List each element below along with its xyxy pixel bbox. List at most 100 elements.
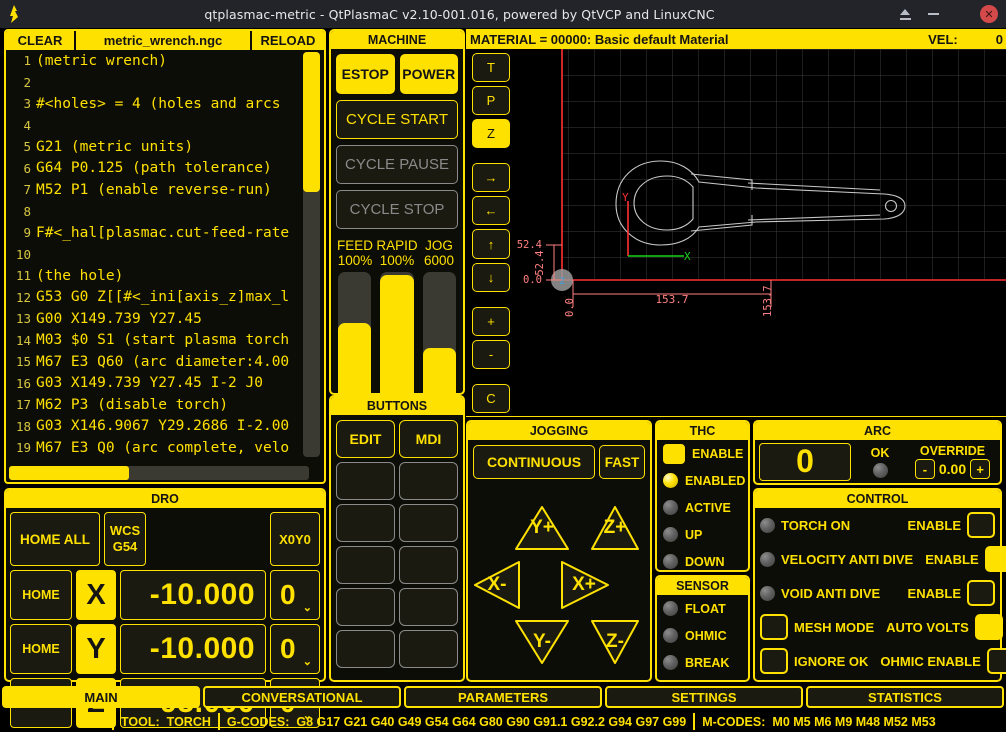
- arc-override-plus-button[interactable]: +: [970, 459, 991, 479]
- arc-override-group: OVERRIDE - 0.00 +: [909, 444, 996, 479]
- control-checkbox-ohmic-enable[interactable]: [986, 648, 1006, 674]
- control-checkbox-mesh-mode[interactable]: [760, 614, 788, 640]
- preview-tool-P[interactable]: P: [472, 86, 510, 116]
- control-checkbox-void-anti-dive[interactable]: [967, 580, 995, 606]
- control-label: VOID ANTI DIVE: [781, 585, 881, 601]
- vel-label: VEL:: [928, 31, 958, 47]
- jog-speed-button[interactable]: FAST: [599, 445, 645, 479]
- tab-parameters[interactable]: PARAMETERS: [404, 686, 602, 708]
- user-button-12[interactable]: [399, 630, 458, 668]
- user-button-6[interactable]: [399, 504, 458, 542]
- preview-tool-Z[interactable]: Z: [472, 119, 510, 149]
- user-button-11[interactable]: [336, 630, 395, 668]
- user-button-1[interactable]: EDIT: [336, 420, 395, 458]
- control-checkbox-auto-volts[interactable]: [974, 614, 1003, 640]
- control-led-void-anti-dive: [760, 585, 775, 601]
- home-axis-button[interactable]: HOME: [10, 624, 72, 674]
- user-button-3[interactable]: [336, 462, 395, 500]
- gcode-line-text: M03 $0 S1 (start plasma torch: [36, 332, 290, 349]
- control-pair-row: MESH MODE AUTO VOLTS: [755, 610, 1003, 644]
- dro-value-x[interactable]: -10.000: [120, 570, 266, 620]
- control-checkbox-torch-on[interactable]: [967, 512, 995, 538]
- jog-y-plus-button[interactable]: Y+: [512, 502, 572, 554]
- gcode-line-text: (the hole): [36, 267, 124, 284]
- control-action-label: ENABLE: [907, 517, 961, 533]
- user-button-8[interactable]: [399, 546, 458, 584]
- tab-statistics[interactable]: STATISTICS: [806, 686, 1004, 708]
- preview-tool-x[interactable]: ↓: [472, 262, 510, 292]
- dimension-y-max: 52.4: [517, 239, 542, 251]
- preview-canvas[interactable]: Z Y X 52.4 0.0 52.4 153.7 0.0 153.7: [516, 49, 1006, 417]
- home-all-button[interactable]: HOME ALL: [10, 512, 100, 566]
- override-label-jog: JOG 6000: [418, 238, 460, 268]
- preview-tool-x[interactable]: +: [472, 306, 510, 336]
- close-icon[interactable]: ✕: [980, 5, 998, 23]
- thc-enable-checkbox[interactable]: [663, 443, 685, 464]
- preview-tool-x[interactable]: ←: [472, 196, 510, 226]
- gcode-horizontal-scrollbar[interactable]: [9, 466, 309, 480]
- zero-xy-button[interactable]: X0Y0: [270, 512, 320, 566]
- user-button-9[interactable]: [336, 588, 395, 626]
- tab-main[interactable]: MAIN: [2, 686, 200, 708]
- gcode-line-text: M62 P3 (disable torch): [36, 396, 229, 413]
- jog-x-minus-button[interactable]: X-: [471, 559, 523, 611]
- jog-z-minus-button[interactable]: Z-: [588, 616, 642, 668]
- material-bar[interactable]: MATERIAL = 00000: Basic default Material…: [466, 29, 1006, 49]
- preview-tool-x[interactable]: ↑: [472, 229, 510, 259]
- dro-selector-y[interactable]: 0 ⌄: [270, 624, 320, 674]
- maximize-icon[interactable]: [947, 0, 975, 28]
- material-value: 00000: Basic default Material: [550, 31, 729, 47]
- cycle-start-button[interactable]: CYCLE START: [336, 100, 458, 139]
- gcode-vertical-scrollbar[interactable]: [303, 52, 320, 457]
- axis-label-y[interactable]: Y: [76, 624, 116, 674]
- user-button-10[interactable]: [399, 588, 458, 626]
- power-button[interactable]: POWER: [399, 54, 458, 94]
- mcodes-label: M-CODES:: [702, 714, 766, 729]
- minimize-icon[interactable]: [919, 0, 947, 28]
- jog-z-plus-button[interactable]: Z+: [588, 502, 642, 554]
- gcode-line: 6 G64 P0.125 (path tolerance): [6, 158, 324, 180]
- preview-tool-x[interactable]: →: [472, 163, 510, 193]
- user-button-7[interactable]: [336, 546, 395, 584]
- thc-enable-row[interactable]: ENABLE: [657, 440, 748, 467]
- dro-selector-x[interactable]: 0 ⌄: [270, 570, 320, 620]
- control-checkbox-velocity-anti-dive[interactable]: [984, 546, 1006, 572]
- cycle-pause-button[interactable]: CYCLE PAUSE: [336, 145, 458, 184]
- jog-y-minus-button[interactable]: Y-: [512, 616, 572, 668]
- preview-tool-T[interactable]: T: [472, 53, 510, 83]
- gcode-line: 3 #<holes> = 4 (holes and arcs: [6, 93, 324, 115]
- arc-override-minus-button[interactable]: -: [914, 459, 935, 479]
- preview-tool-C[interactable]: C: [472, 383, 510, 413]
- preview-tool-x[interactable]: -: [472, 339, 510, 369]
- dro-value-y[interactable]: -10.000: [120, 624, 266, 674]
- gcode-line-number: 5: [23, 139, 31, 155]
- tab-settings[interactable]: SETTINGS: [605, 686, 803, 708]
- wcs-button[interactable]: WCS G54: [104, 512, 146, 566]
- thc-title: THC: [657, 422, 748, 440]
- machine-panel: MACHINE ESTOP POWER CYCLE START CYCLE PA…: [329, 29, 465, 407]
- home-axis-button[interactable]: HOME: [10, 570, 72, 620]
- override-slider-rapid[interactable]: [380, 272, 414, 407]
- eject-icon[interactable]: [891, 0, 919, 28]
- user-button-5[interactable]: [336, 504, 395, 542]
- tab-conversational[interactable]: CONVERSATIONAL: [203, 686, 401, 708]
- gcode-text-area[interactable]: 1 (metric wrench) 2 3 #<holes> = 4 (holes an…: [6, 50, 324, 462]
- jog-x-plus-button[interactable]: X+: [556, 559, 612, 611]
- override-slider-jog[interactable]: [422, 272, 456, 407]
- user-button-4[interactable]: [399, 462, 458, 500]
- gcode-line-number: 15: [15, 354, 31, 370]
- axis-label-x[interactable]: X: [76, 570, 116, 620]
- user-button-2[interactable]: MDI: [399, 420, 458, 458]
- gcode-preview[interactable]: TPZ→←↑↓+-C FR:1000PH:3.00PD:0.1CH:1.00KW…: [466, 49, 1006, 417]
- control-checkbox-ignore-ok[interactable]: [760, 648, 788, 674]
- scrollbar-thumb[interactable]: [303, 52, 320, 192]
- estop-button[interactable]: ESTOP: [336, 54, 395, 94]
- override-slider-feed[interactable]: [338, 272, 372, 407]
- jog-mode-button[interactable]: CONTINUOUS: [473, 445, 595, 479]
- cycle-stop-button[interactable]: CYCLE STOP: [336, 190, 458, 229]
- gcode-line-text: M52 P1 (enable reverse-run): [36, 181, 272, 198]
- reload-button[interactable]: RELOAD: [260, 33, 316, 48]
- clear-button[interactable]: CLEAR: [17, 33, 63, 48]
- machine-title: MACHINE: [331, 31, 463, 49]
- scrollbar-thumb[interactable]: [9, 466, 129, 480]
